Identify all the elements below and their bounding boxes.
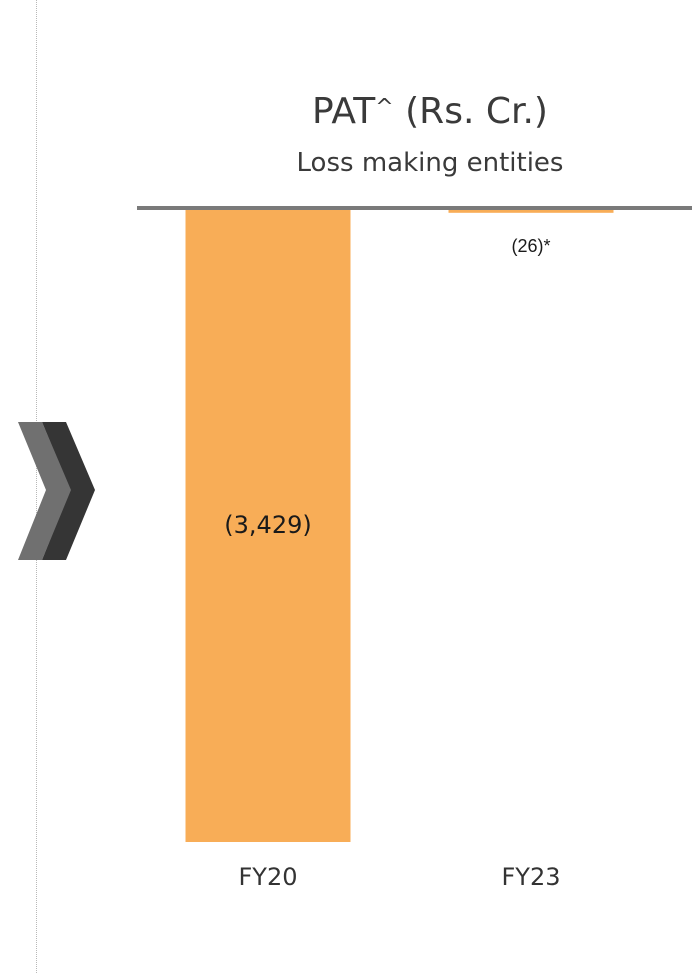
chart-subtitle: Loss making entities <box>296 148 564 178</box>
chevron-front-icon <box>18 422 71 560</box>
chart-title: PAT^ (Rs. Cr.) <box>180 90 680 134</box>
chevron-back-icon <box>42 422 95 560</box>
bar-fy20 <box>185 208 351 842</box>
chart-title-unit: (Rs. Cr.) <box>405 91 548 132</box>
dotted-divider <box>36 0 37 973</box>
data-label-fy20: (3,429) <box>224 511 311 539</box>
category-label-fy23: FY23 <box>501 863 560 891</box>
double-chevron-right-icon <box>18 422 95 560</box>
chart-title-superscript: ^ <box>375 95 394 120</box>
bar-fy23 <box>448 208 614 213</box>
category-label-fy20: FY20 <box>238 863 297 891</box>
data-label-fy23: (26)* <box>511 236 550 256</box>
chart-title-text: PAT <box>312 91 376 132</box>
